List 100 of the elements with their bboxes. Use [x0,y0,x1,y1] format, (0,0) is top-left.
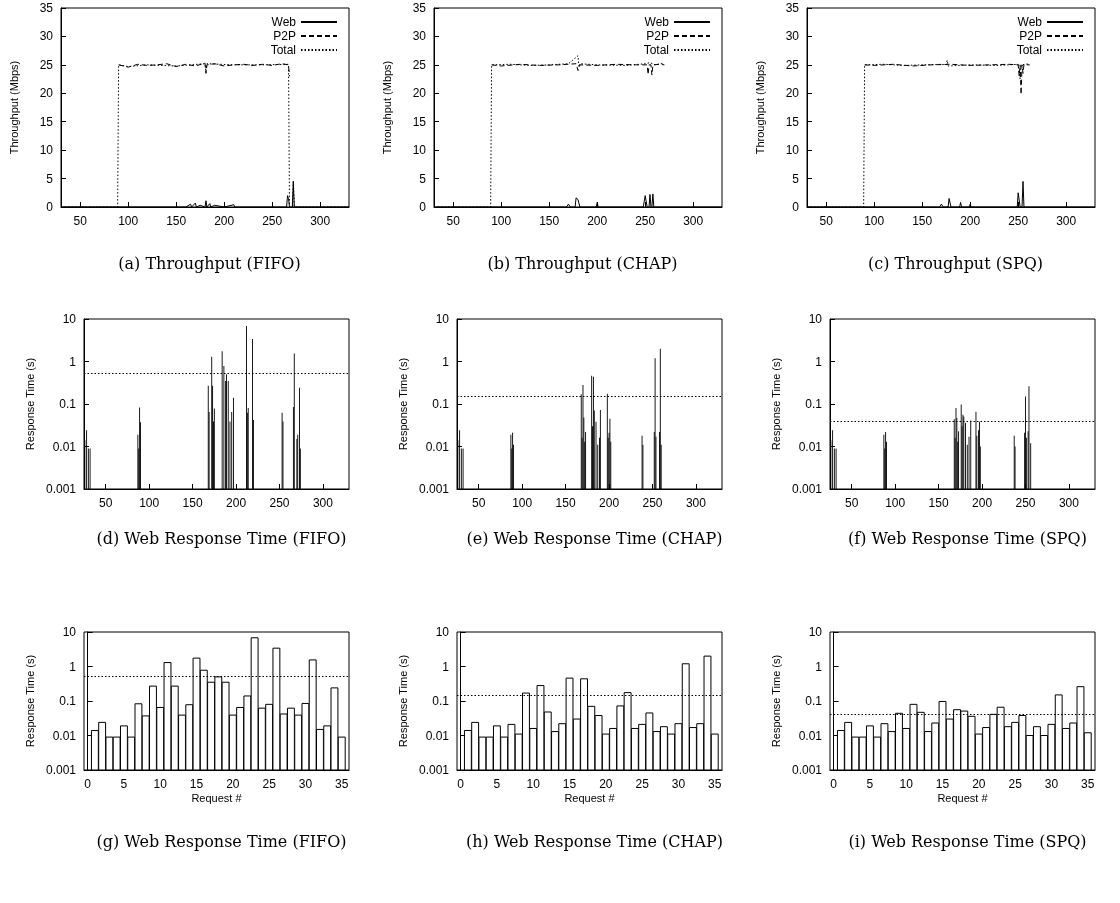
y-tick-label: 35 [412,1,427,15]
x-tick-label: 300 [1058,496,1080,510]
x-tick-label: 25 [262,777,277,791]
y-tick-label: 1 [442,659,450,674]
y-tick-label: 15 [39,114,54,129]
x-tick-label: 20 [972,777,986,791]
text: (a) Throughput (FIFO) [118,253,301,273]
x-tick-label: 50 [819,214,834,228]
x-tick-label: 5 [120,777,128,791]
y-axis-title: Response Time (s) [23,654,36,748]
y-tick-label: 0.01 [52,439,77,454]
x-tick-label: 50 [99,496,113,510]
x-tick-label: 100 [512,496,533,510]
y-tick-label: 25 [412,57,427,72]
y-tick-label: 0.01 [798,728,823,743]
y-tick-label: 20 [412,86,427,101]
x-tick-label: 300 [312,496,334,510]
y-tick-label: 25 [39,57,54,72]
x-tick-label: 250 [262,214,283,228]
y-tick-label: 15 [412,114,427,129]
x-tick-label: 100 [139,496,160,510]
y-axis-title: Response Time (s) [769,357,782,451]
y-tick-label: 30 [785,29,800,44]
y-axis-title: Response Time (s) [396,654,409,748]
x-tick-label: 250 [635,214,656,228]
y-tick-label: 20 [785,86,800,101]
x-tick-label: 100 [885,496,906,510]
x-tick-label: 200 [960,214,981,228]
x-tick-label: 200 [599,496,620,510]
x-tick-label: 30 [671,777,686,791]
y-tick-label: 0.01 [798,439,823,454]
x-tick-label: 0 [830,777,838,791]
x-axis-title: Request # [191,791,243,804]
x-tick-label: 100 [118,214,139,228]
y-tick-label: 10 [412,143,427,158]
y-tick-label: 10 [39,143,54,158]
y-tick-label: 0.001 [418,763,450,777]
x-tick-label: 100 [864,214,885,228]
x-tick-label: 5 [493,777,501,791]
y-tick-label: 0.1 [805,397,823,411]
y-axis-title: Throughput (Mbps) [380,60,393,155]
legend-label: P2P [646,29,669,43]
y-tick-label: 0 [46,200,54,214]
y-tick-label: 10 [785,143,800,158]
x-tick-label: 25 [1008,777,1023,791]
legend-label: Total [1016,43,1042,57]
legend-label: Total [643,43,669,57]
y-axis-title: Response Time (s) [23,357,36,451]
text: (g) Web Response Time (FIFO) [96,831,347,851]
y-tick-label: 10 [808,625,823,639]
x-tick-label: 25 [635,777,650,791]
y-tick-label: 0.1 [59,694,77,708]
x-tick-label: 15 [935,777,950,791]
x-axis-title: Request # [564,791,616,804]
x-tick-label: 150 [182,496,203,510]
x-tick-label: 15 [562,777,577,791]
y-tick-label: 0.01 [425,728,450,743]
x-tick-label: 300 [1056,214,1077,228]
y-tick-label: 20 [39,86,54,101]
x-tick-label: 10 [526,777,541,791]
x-tick-label: 50 [472,496,486,510]
x-tick-label: 10 [899,777,914,791]
y-tick-label: 0.001 [45,482,77,496]
text: (i) Web Response Time (SPQ) [848,831,1087,851]
y-tick-label: 10 [435,312,450,326]
text: (c) Throughput (SPQ) [867,253,1044,273]
x-tick-label: 250 [1015,496,1036,510]
y-tick-label: 0.01 [52,728,77,743]
y-tick-label: 0.01 [425,439,450,454]
x-tick-label: 30 [298,777,313,791]
x-tick-label: 35 [708,777,722,791]
x-tick-label: 20 [599,777,613,791]
x-tick-label: 0 [84,777,92,791]
x-tick-label: 250 [269,496,290,510]
y-tick-label: 35 [39,1,54,15]
y-tick-label: 0.001 [45,763,77,777]
y-tick-label: 0.001 [791,482,823,496]
y-tick-label: 10 [435,625,450,639]
x-tick-label: 300 [310,214,331,228]
y-axis-title: Throughput (Mbps) [7,60,20,155]
y-tick-label: 1 [69,659,77,674]
y-axis-title: Throughput (Mbps) [753,60,766,155]
y-tick-label: 0 [419,200,427,214]
y-tick-label: 0.1 [59,397,77,411]
x-tick-label: 5 [866,777,874,791]
text: (d) Web Response Time (FIFO) [96,528,347,548]
x-tick-label: 200 [214,214,235,228]
y-tick-label: 5 [419,171,427,186]
y-axis-title: Response Time (s) [769,654,782,748]
legend-label: Web [1017,15,1043,29]
y-tick-label: 30 [39,29,54,44]
legend-label: Total [270,43,296,57]
legend-label: Web [271,15,297,29]
y-tick-label: 10 [808,312,823,326]
x-tick-label: 300 [685,496,707,510]
legend-label: P2P [1019,29,1042,43]
x-tick-label: 200 [226,496,247,510]
text: (e) Web Response Time (CHAP) [466,528,723,548]
y-tick-label: 0.1 [805,694,823,708]
x-tick-label: 50 [73,214,88,228]
